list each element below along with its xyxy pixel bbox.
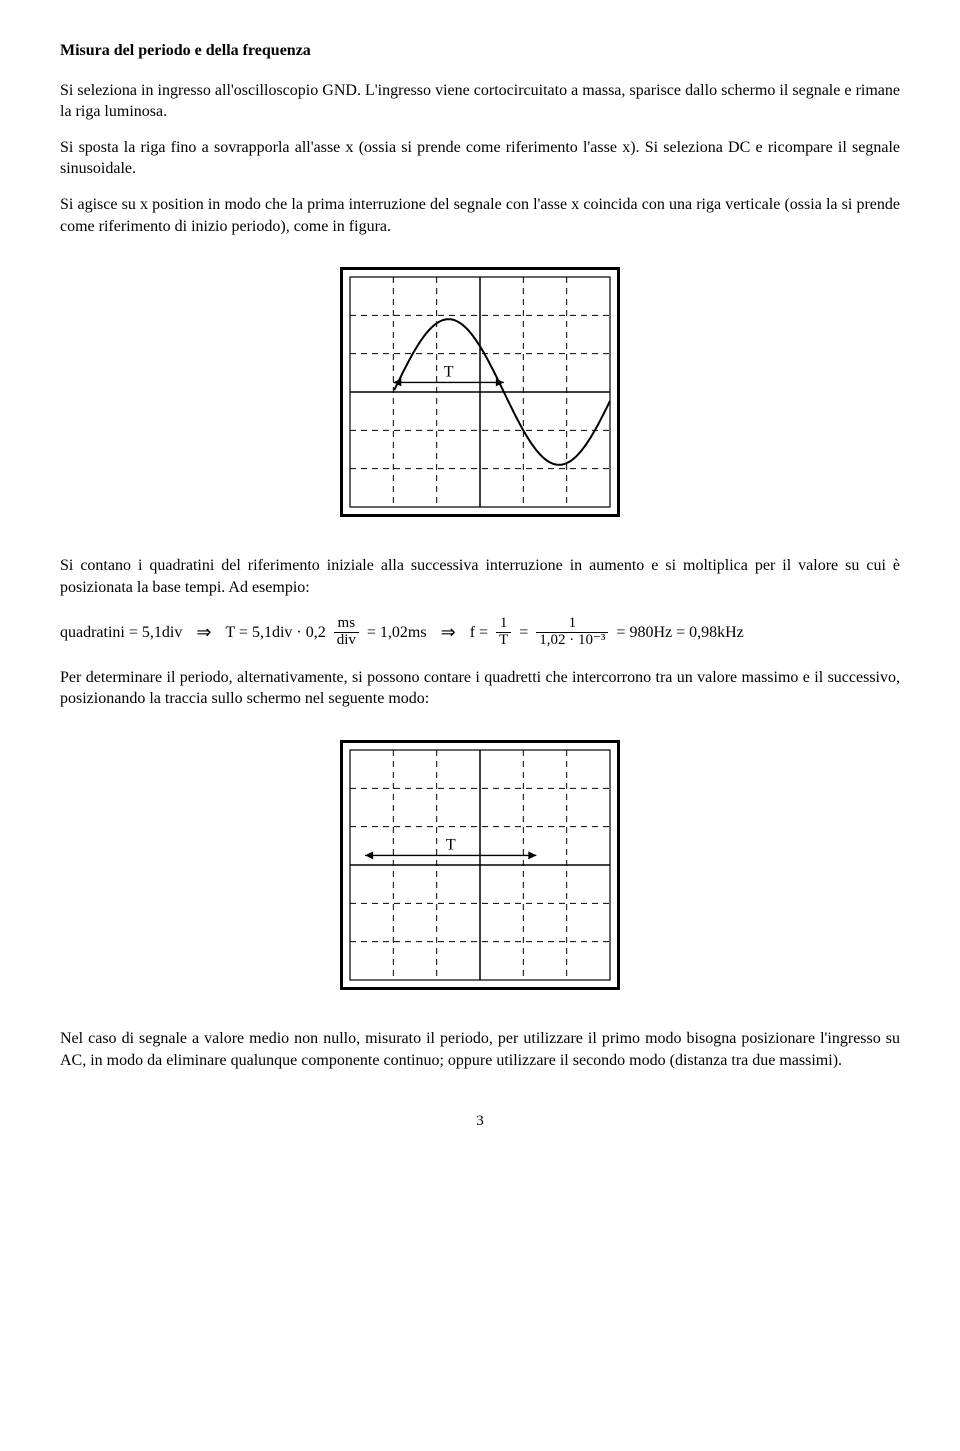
eq-res2: = 980Hz = 0,98kHz xyxy=(616,622,743,644)
oscilloscope-svg-1: T xyxy=(340,267,620,517)
eq-arrow-2: ⇒ xyxy=(435,620,462,644)
paragraph-6: Nel caso di segnale a valore medio non n… xyxy=(60,1028,900,1071)
paragraph-4: Si contano i quadratini del riferimento … xyxy=(60,555,900,598)
eq-frac-val: 1 1,02 · 10⁻³ xyxy=(536,616,608,649)
paragraph-5: Per determinare il periodo, alternativam… xyxy=(60,667,900,710)
page-number: 3 xyxy=(60,1111,900,1131)
eq-frac-msdiv: ms div xyxy=(334,616,359,649)
svg-text:T: T xyxy=(444,364,454,381)
eq-arrow-1: ⇒ xyxy=(190,620,217,644)
paragraph-1: Si seleziona in ingresso all'oscilloscop… xyxy=(60,80,900,123)
paragraph-3: Si agisce su x position in modo che la p… xyxy=(60,194,900,237)
eq-frac-val-den: 1,02 · 10⁻³ xyxy=(536,632,608,649)
equation-line: quadratini = 5,1div ⇒ T = 5,1div · 0,2 m… xyxy=(60,616,900,649)
eq-frac-val-num: 1 xyxy=(566,616,580,632)
svg-text:T: T xyxy=(446,836,456,853)
eq-f-lead: f = xyxy=(470,622,488,644)
section-title: Misura del periodo e della frequenza xyxy=(60,40,900,62)
eq-lead: quadratini = 5,1div xyxy=(60,622,182,644)
eq-frac-msdiv-num: ms xyxy=(335,616,359,632)
oscilloscope-svg-2: T xyxy=(340,740,620,990)
eq-t: T = 5,1div · 0,2 xyxy=(225,622,325,644)
eq-res1: = 1,02ms xyxy=(367,622,427,644)
eq-frac-1T-num: 1 xyxy=(497,616,511,632)
oscilloscope-figure-1: T xyxy=(60,267,900,517)
eq-frac-msdiv-den: div xyxy=(334,632,359,649)
eq-frac-1T: 1 T xyxy=(496,616,511,649)
oscilloscope-figure-2: T xyxy=(60,740,900,990)
eq-mid: = xyxy=(519,622,528,644)
eq-frac-1T-den: T xyxy=(496,632,511,649)
paragraph-2: Si sposta la riga fino a sovrapporla all… xyxy=(60,137,900,180)
